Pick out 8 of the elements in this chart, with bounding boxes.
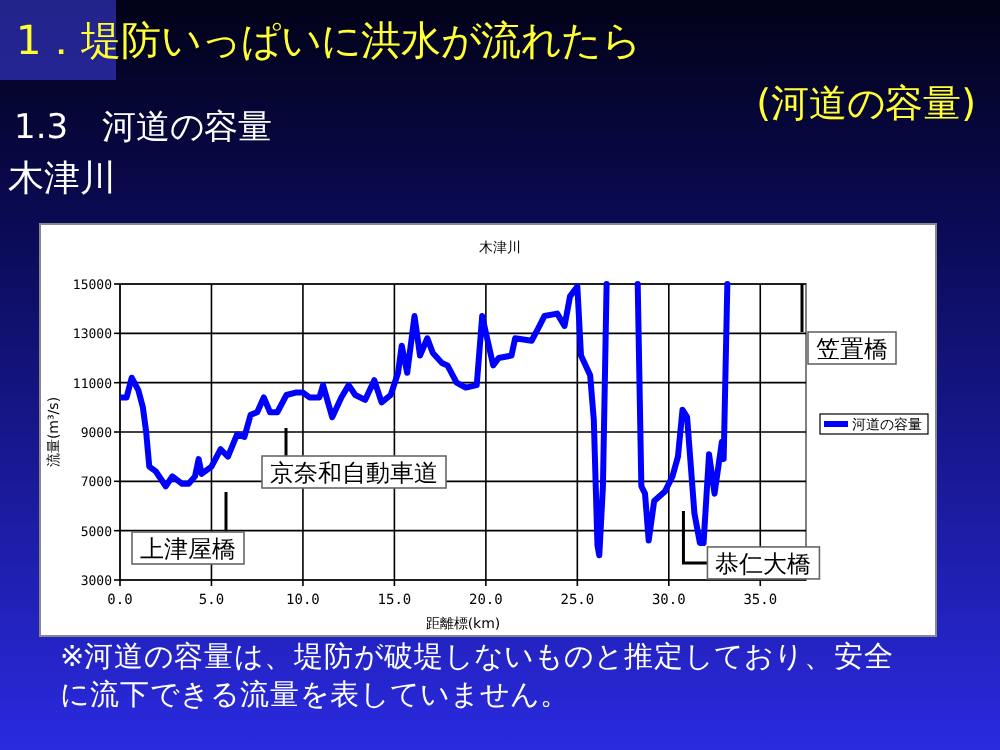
chart-subtitle: (河道の容量) [756,82,976,126]
text: 1.3 河道の容量 [14,108,273,148]
chart-title: 1．堤防いっぱいに洪水が流れたら [16,16,642,64]
text: 木津川 [8,158,116,200]
text: ※河道の容量は、堤防が破堤しないものと推定しており、安全に流下できる流量を表していません。 [60,640,895,712]
annotation: 上津屋橋 [140,535,236,563]
annotation: 京奈和自動車道 [270,459,438,487]
annotation: 恭仁大橋 [715,549,812,578]
